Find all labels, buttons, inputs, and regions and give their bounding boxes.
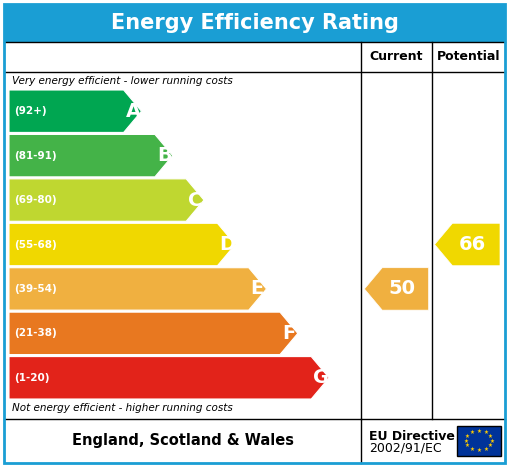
- Text: D: D: [219, 235, 236, 254]
- Text: ★: ★: [488, 434, 493, 439]
- Text: ★: ★: [470, 447, 475, 452]
- Polygon shape: [9, 179, 204, 221]
- Text: EU Directive: EU Directive: [370, 431, 455, 444]
- Polygon shape: [9, 223, 235, 266]
- Text: (92+): (92+): [14, 106, 47, 116]
- Text: Current: Current: [370, 50, 423, 64]
- Bar: [4, 4, 505, 42]
- Polygon shape: [435, 223, 500, 266]
- Text: 2002/91/EC: 2002/91/EC: [370, 441, 442, 454]
- Text: ★: ★: [465, 434, 470, 439]
- Text: Potential: Potential: [437, 50, 500, 64]
- Text: C: C: [188, 191, 203, 210]
- Text: (39-54): (39-54): [14, 284, 56, 294]
- Text: Energy Efficiency Rating: Energy Efficiency Rating: [110, 13, 399, 33]
- Text: (1-20): (1-20): [14, 373, 49, 383]
- Text: A: A: [126, 102, 141, 120]
- Text: 50: 50: [388, 279, 415, 298]
- Text: B: B: [157, 146, 172, 165]
- Text: England, Scotland & Wales: England, Scotland & Wales: [72, 433, 294, 448]
- Text: (81-91): (81-91): [14, 151, 56, 161]
- Text: ★: ★: [465, 443, 470, 448]
- Text: E: E: [251, 279, 264, 298]
- Text: (55-68): (55-68): [14, 240, 56, 249]
- Text: ★: ★: [476, 448, 482, 453]
- Text: G: G: [313, 368, 329, 387]
- Text: Not energy efficient - higher running costs: Not energy efficient - higher running co…: [12, 403, 233, 413]
- Polygon shape: [9, 357, 329, 399]
- Bar: [4, 42, 505, 419]
- Polygon shape: [364, 268, 429, 310]
- Text: ★: ★: [483, 430, 488, 435]
- Text: ★: ★: [476, 429, 482, 434]
- Text: ★: ★: [463, 439, 468, 444]
- Polygon shape: [9, 268, 267, 310]
- Bar: [457, 426, 501, 456]
- Text: ★: ★: [483, 447, 488, 452]
- Text: F: F: [282, 324, 295, 343]
- Polygon shape: [9, 134, 173, 177]
- Polygon shape: [9, 90, 142, 133]
- Text: ★: ★: [488, 443, 493, 448]
- Text: 66: 66: [459, 235, 486, 254]
- Text: (69-80): (69-80): [14, 195, 56, 205]
- Text: ★: ★: [490, 439, 495, 444]
- Text: (21-38): (21-38): [14, 328, 56, 339]
- Text: Very energy efficient - lower running costs: Very energy efficient - lower running co…: [12, 76, 233, 86]
- Text: ★: ★: [470, 430, 475, 435]
- Polygon shape: [9, 312, 298, 354]
